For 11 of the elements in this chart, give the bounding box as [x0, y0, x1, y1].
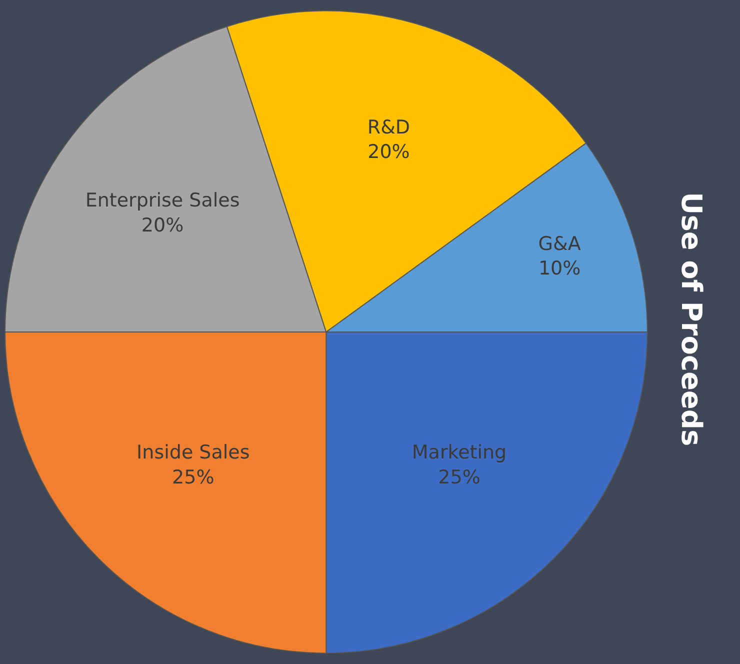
slice-label: R&D — [367, 116, 410, 138]
slice-label: Enterprise Sales — [85, 190, 240, 212]
data-label: 20% — [368, 140, 410, 163]
data-label: 25% — [172, 466, 214, 488]
data-label: 25% — [438, 466, 480, 488]
data-label: 20% — [141, 214, 184, 236]
slice-label: Marketing — [412, 442, 507, 464]
data-label: 10% — [538, 258, 581, 280]
text: Use of Proceeds — [674, 192, 708, 446]
slice-label: G&A — [538, 232, 581, 255]
slice-label: Inside Sales — [136, 442, 250, 464]
